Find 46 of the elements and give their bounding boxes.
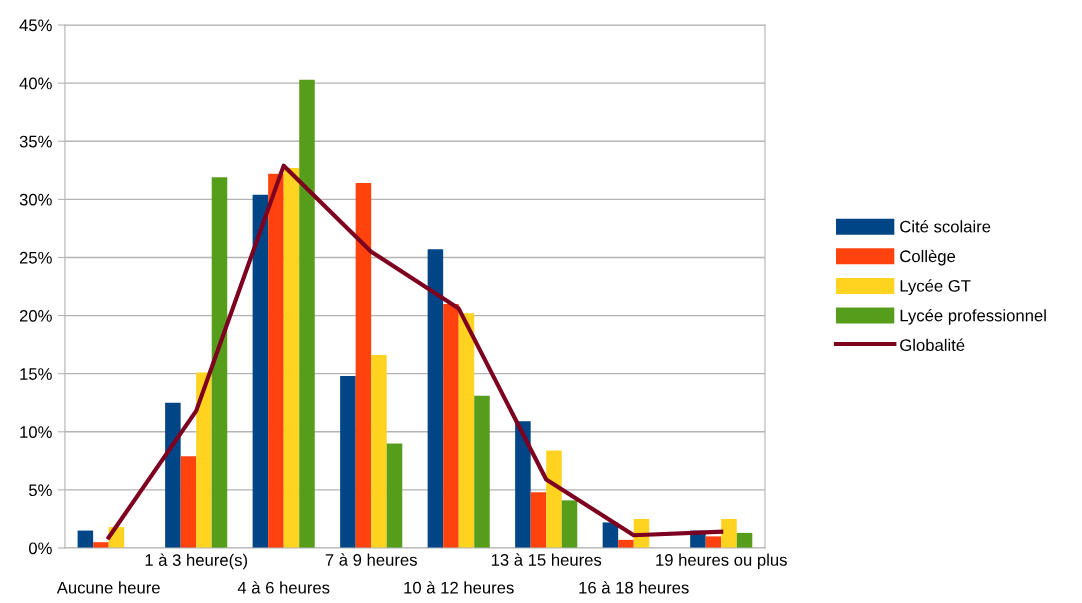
x-tick-label: 1 à 3 heure(s) xyxy=(145,553,248,570)
bar xyxy=(386,443,403,549)
bar xyxy=(355,183,372,549)
y-tick-label: 25% xyxy=(19,251,52,264)
bar xyxy=(705,536,722,549)
bar xyxy=(474,395,490,549)
x-tick-label: 16 à 18 heures xyxy=(579,581,689,594)
bar xyxy=(427,249,444,549)
bar xyxy=(371,355,387,549)
bar xyxy=(196,372,212,549)
x-tick-label: Aucune heure xyxy=(56,581,160,594)
line-series xyxy=(106,163,724,540)
legend-label: Lycée GT xyxy=(900,279,971,296)
legend-label: Collège xyxy=(900,249,956,266)
y-tick-label: 35% xyxy=(19,135,52,148)
y-tick-label: 40% xyxy=(19,77,52,90)
bar xyxy=(180,456,197,549)
legend-label: Lycée professionnel xyxy=(900,308,1046,325)
bar xyxy=(299,79,315,549)
y-tick-label: 30% xyxy=(19,193,52,206)
bar xyxy=(515,421,531,549)
y-tick-label: 45% xyxy=(19,19,52,32)
bar xyxy=(268,173,284,549)
bar xyxy=(458,313,475,549)
bar xyxy=(721,518,737,549)
bar xyxy=(530,492,547,549)
x-tick-label: 7 à 9 heures xyxy=(325,553,417,566)
bar xyxy=(340,376,356,549)
bar xyxy=(443,303,459,549)
y-tick-label: 20% xyxy=(19,309,52,322)
x-tick-label: 13 à 15 heures xyxy=(491,553,602,566)
legend-label: Globalité xyxy=(900,338,965,352)
y-tick-label: 15% xyxy=(20,368,52,380)
x-tick-label: 19 heures ou plus xyxy=(656,553,787,570)
bar xyxy=(211,177,228,549)
y-tick-label: 0% xyxy=(28,542,52,555)
legend-label: Cité scolaire xyxy=(900,220,991,233)
x-tick-label: 10 à 12 heures xyxy=(404,581,514,594)
bar xyxy=(165,402,181,549)
x-tick-label: 4 à 6 heures xyxy=(237,581,330,594)
bar xyxy=(283,167,300,549)
bar xyxy=(546,450,562,549)
bar xyxy=(561,500,578,549)
y-tick-label: 10% xyxy=(20,426,52,438)
y-tick-label: 5% xyxy=(29,484,52,497)
bar xyxy=(252,194,269,549)
